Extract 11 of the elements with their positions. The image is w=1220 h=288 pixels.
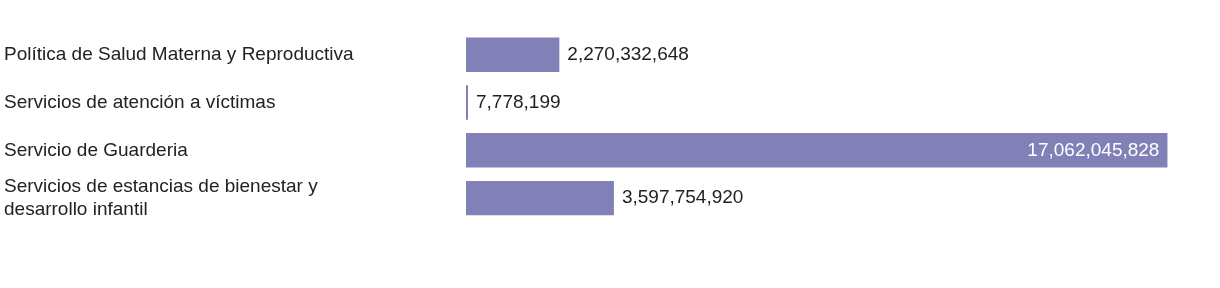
- y-tick-label: Servicio de Guarderia: [4, 138, 189, 160]
- y-tick-label: Servicios de estancias de bienestar y desarrollo infantil: [4, 174, 319, 219]
- bar: [466, 133, 1168, 168]
- y-tick-label: Política de Salud Materna y Reproductiva: [4, 42, 355, 64]
- data-label: 2,270,332,648: [567, 42, 689, 64]
- y-tick-label: Servicios de atención a víctimas: [4, 90, 276, 112]
- bar: [466, 37, 560, 72]
- bar: [466, 180, 614, 216]
- data-label: 3,597,754,920: [621, 186, 744, 208]
- data-label: 17,062,045,828: [1027, 138, 1160, 160]
- data-label: 7,778,199: [476, 90, 561, 112]
